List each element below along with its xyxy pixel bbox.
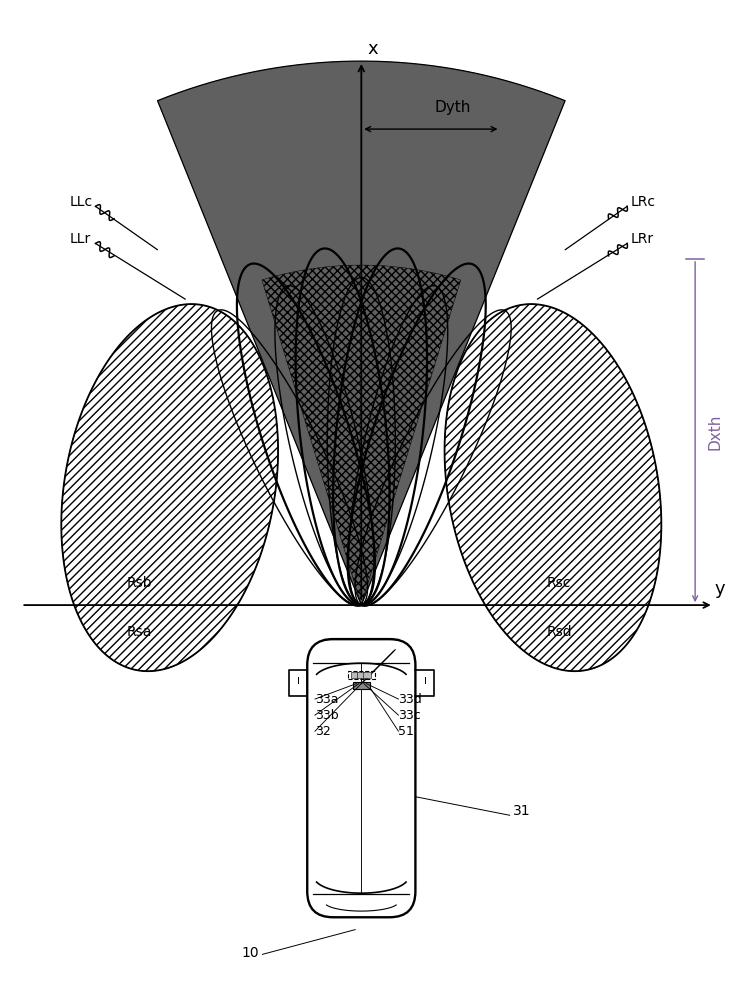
Text: LRc: LRc (630, 195, 655, 209)
Bar (351, 672, 358, 678)
Text: 51: 51 (398, 725, 415, 738)
Text: y: y (715, 580, 725, 598)
Text: Rsa: Rsa (126, 625, 152, 639)
Bar (357, 672, 365, 678)
Polygon shape (445, 304, 662, 671)
Text: Rsd: Rsd (547, 625, 573, 639)
FancyBboxPatch shape (307, 639, 415, 917)
Text: Dyth: Dyth (434, 100, 470, 115)
Text: 33c: 33c (398, 709, 421, 722)
Text: LLr: LLr (70, 232, 91, 246)
Bar (353, 682, 370, 689)
Bar (348, 671, 375, 679)
Text: 10: 10 (242, 946, 259, 960)
Text: LRr: LRr (630, 232, 653, 246)
Text: x: x (368, 40, 378, 58)
Polygon shape (61, 304, 278, 671)
Text: 33d: 33d (398, 693, 422, 706)
Text: Rsc: Rsc (547, 576, 571, 590)
Text: 32: 32 (315, 725, 331, 738)
Text: LLc: LLc (70, 195, 93, 209)
Text: Rsb: Rsb (126, 576, 152, 590)
Polygon shape (157, 61, 565, 605)
Text: Dxth: Dxth (708, 414, 723, 450)
Text: 33b: 33b (315, 709, 339, 722)
Bar (363, 672, 370, 678)
Text: 31: 31 (513, 804, 531, 818)
Text: 33a: 33a (315, 693, 338, 706)
